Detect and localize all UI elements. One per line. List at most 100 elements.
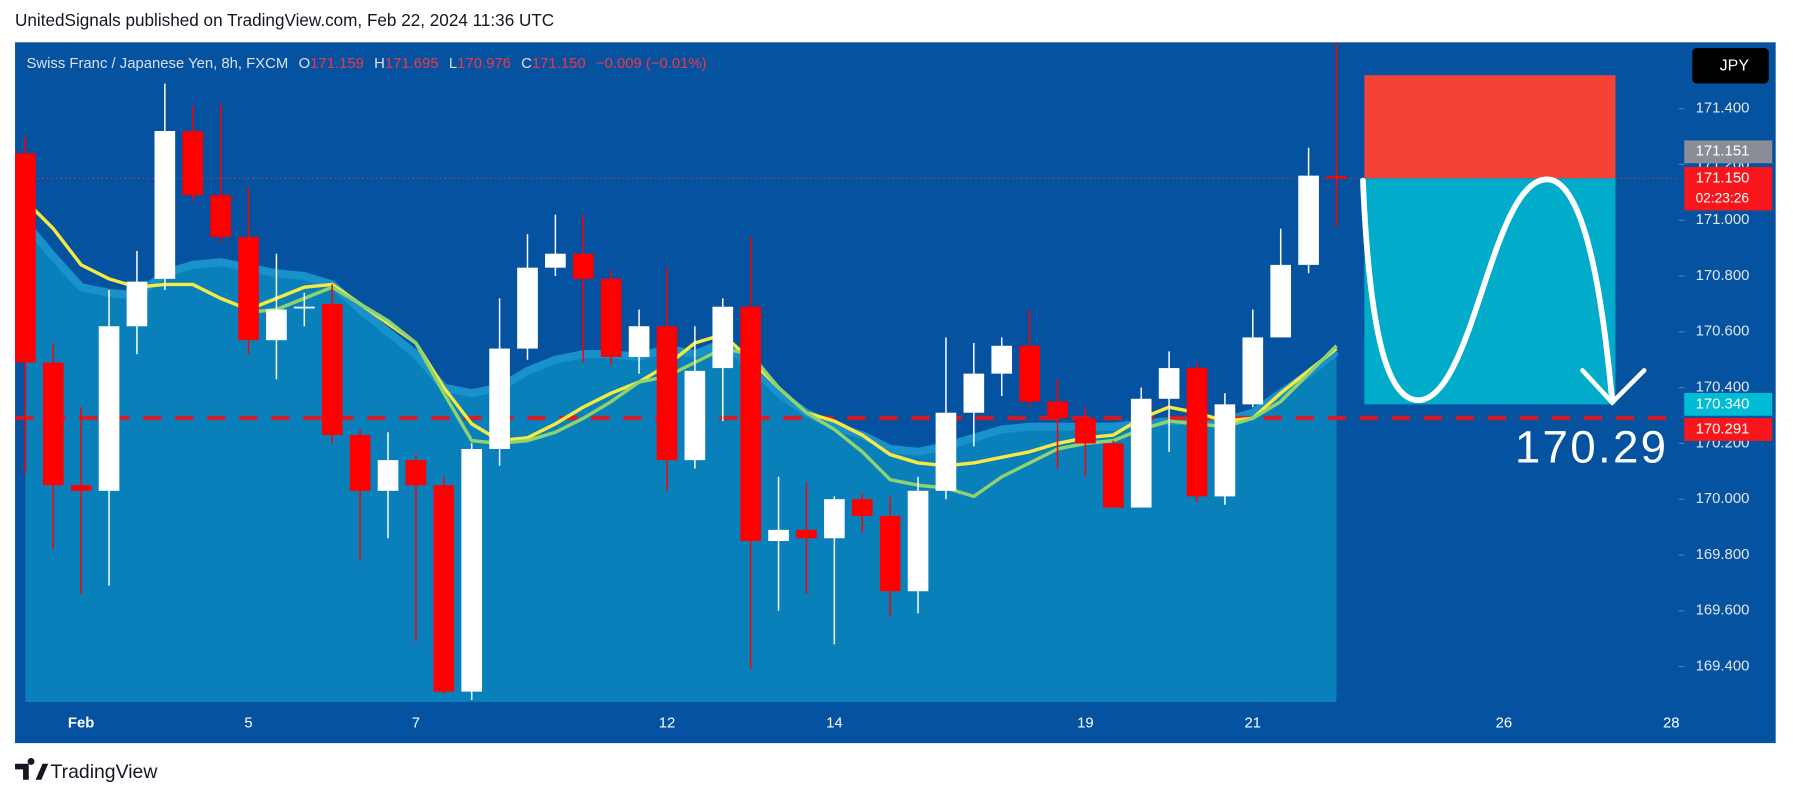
candle-body — [935, 412, 957, 491]
candle-body — [349, 435, 371, 491]
candle-body — [907, 490, 929, 592]
candle-body — [489, 348, 510, 449]
candle-body — [824, 499, 845, 539]
legend-item: 171.159 — [310, 56, 364, 72]
price-badge — [1684, 140, 1773, 164]
candle-body — [1102, 443, 1124, 508]
price-badge — [1684, 418, 1773, 441]
candle-body — [1075, 418, 1096, 444]
stop-zone — [1364, 75, 1616, 179]
candle-body — [1047, 401, 1068, 419]
candle-body — [42, 362, 64, 486]
candle-body — [1186, 368, 1208, 497]
forecast-arrow — [1360, 176, 1616, 404]
candle-body — [991, 345, 1013, 374]
y-tick-label: 170.000 — [1696, 491, 1750, 507]
area-fill — [25, 223, 1337, 702]
candle-body — [879, 515, 901, 592]
candle-body — [1019, 345, 1040, 402]
candle-body — [70, 485, 92, 491]
y-tick-label: 170.400 — [1696, 380, 1750, 396]
candle-body — [1214, 404, 1236, 497]
candle-body — [684, 370, 706, 461]
candle-body — [600, 278, 622, 357]
y-tick-label: 171.000 — [1696, 212, 1750, 228]
forecast-arrowhead — [1580, 368, 1647, 406]
indicator-line — [248, 285, 1338, 499]
x-tick-label: 7 — [412, 716, 420, 732]
legend-item: 170.976 — [457, 56, 511, 72]
price-badge-label: 170.340 — [1696, 396, 1750, 412]
candle-body — [126, 281, 148, 327]
candle-body — [712, 306, 734, 369]
candle-body — [517, 267, 538, 349]
y-tick-label: 169.600 — [1696, 603, 1750, 619]
candle-body — [294, 306, 315, 309]
candle-body — [1270, 264, 1292, 338]
x-tick-label: 28 — [1663, 716, 1680, 732]
candle-body — [1158, 368, 1180, 399]
y-tick-label: 170.600 — [1696, 324, 1750, 340]
legend-item: 171.695 — [385, 56, 439, 72]
candle-body — [1298, 175, 1319, 265]
candle-body — [377, 460, 399, 491]
currency-label: JPY — [1720, 58, 1750, 75]
candle-body — [1130, 398, 1152, 508]
price-badge — [1684, 392, 1773, 416]
legend-item: C — [521, 56, 532, 72]
candle-body — [433, 485, 455, 692]
x-tick-label: 5 — [244, 716, 252, 732]
candle-body — [154, 130, 176, 279]
legend-item: O — [299, 56, 311, 72]
candle-body — [545, 253, 566, 268]
candle-body — [210, 195, 231, 237]
x-tick-label: 26 — [1496, 716, 1513, 732]
price-badge-label: 170.291 — [1696, 421, 1750, 437]
currency-button[interactable] — [1692, 48, 1769, 84]
candle-body — [238, 236, 259, 341]
price-countdown: 02:23:26 — [1696, 191, 1750, 206]
y-tick-label: 170.800 — [1696, 268, 1750, 284]
y-tick-label: 169.400 — [1696, 658, 1750, 674]
legend-item: −0.009 (−0.01%) — [596, 56, 707, 72]
candle-body — [182, 130, 204, 196]
candle-body — [656, 326, 678, 461]
candle-body — [572, 253, 594, 279]
x-tick-label: 12 — [659, 716, 676, 732]
candle-body — [851, 499, 873, 516]
y-tick-label: 171.400 — [1696, 101, 1750, 117]
overlay: 169.400169.600169.800170.000170.200170.4… — [26, 56, 1773, 732]
candle-body — [15, 153, 36, 363]
tv-logo — [15, 757, 49, 780]
candle-body — [628, 326, 650, 357]
x-tick-label: 14 — [826, 716, 843, 732]
candle-body — [1242, 337, 1264, 405]
y-tick-label: 169.800 — [1696, 547, 1750, 563]
price-badge-label: 171.150 — [1696, 170, 1750, 186]
price-badge — [1684, 166, 1773, 211]
candle-body — [768, 529, 789, 542]
candle-body — [98, 326, 120, 491]
x-tick-label: 19 — [1077, 716, 1094, 732]
candle-body — [461, 448, 483, 692]
x-tick-label: 21 — [1245, 716, 1262, 732]
legend-item: 171.150 — [532, 56, 586, 72]
candle-body — [963, 373, 985, 413]
candle-body — [266, 309, 287, 341]
candle-body — [321, 303, 343, 436]
annotation: 170.29 — [1515, 422, 1669, 473]
price-badge-label: 171.151 — [1696, 144, 1750, 160]
x-tick-label: Feb — [68, 716, 94, 732]
candle-body — [740, 306, 761, 542]
footer-brand: TradingView — [50, 761, 158, 783]
legend-item: Swiss Franc / Japanese Yen, 8h, FXCM — [26, 56, 288, 72]
candle-body — [796, 529, 817, 539]
candle-body — [1326, 175, 1347, 179]
plot — [15, 42, 1679, 702]
publish-title: UnitedSignals published on TradingView.c… — [15, 10, 554, 30]
target-zone — [1364, 178, 1616, 405]
candle-body — [405, 460, 427, 486]
legend-item: H — [374, 56, 385, 72]
